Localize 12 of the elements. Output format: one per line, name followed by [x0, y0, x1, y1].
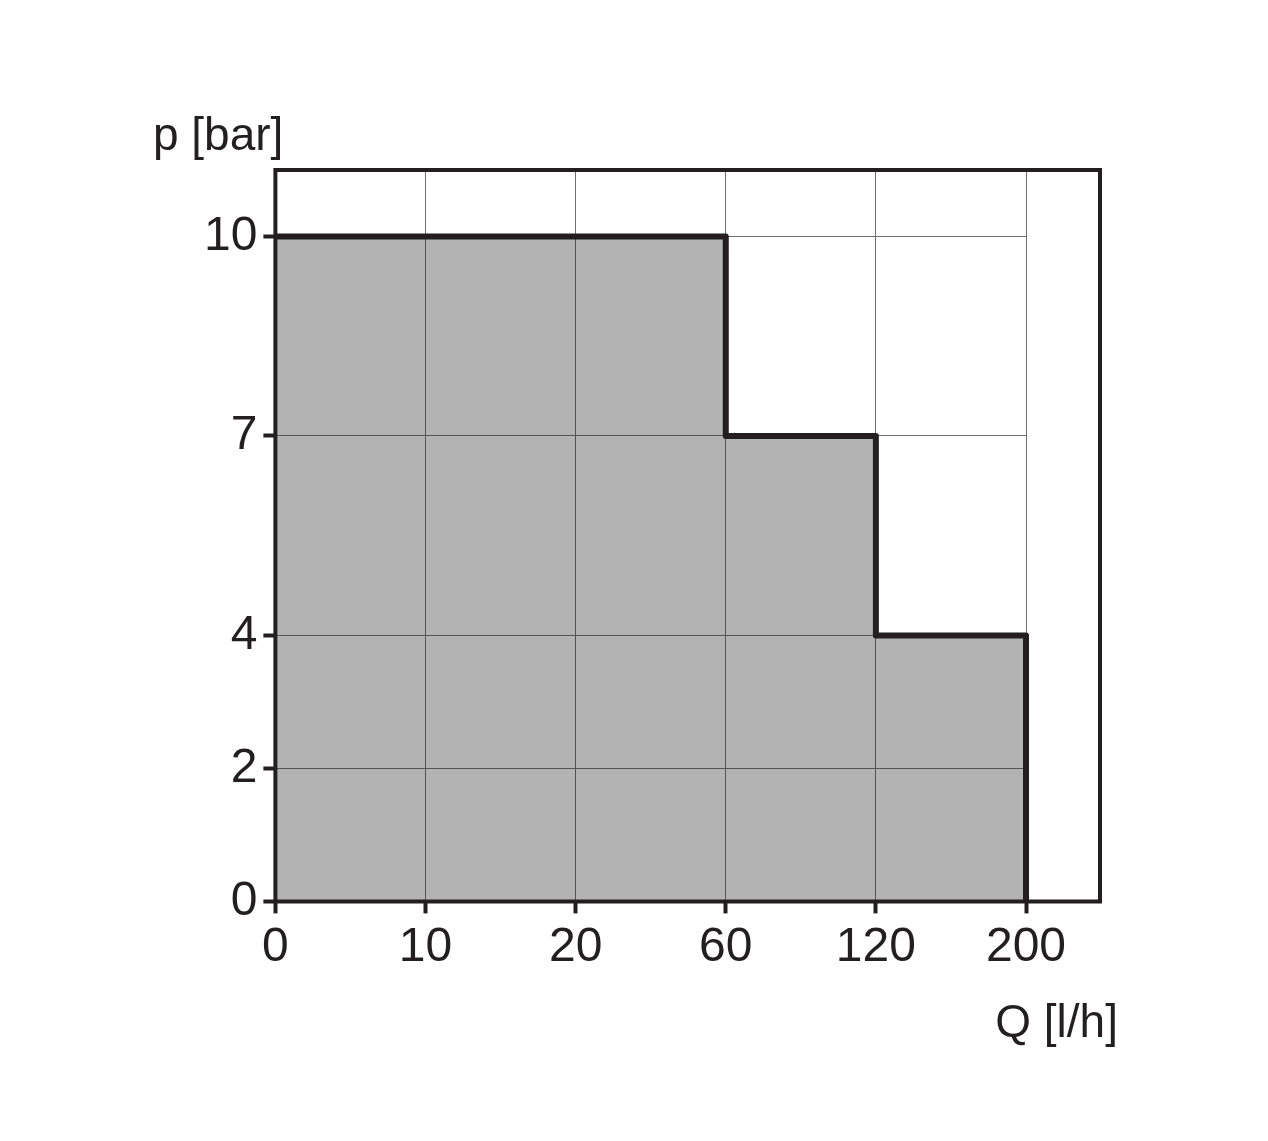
x-axis-title: Q [l/h] — [995, 995, 1118, 1048]
y-tick-label: 10 — [204, 206, 258, 260]
x-tick-label: 200 — [985, 918, 1067, 972]
x-tick-label: 120 — [835, 918, 916, 972]
y-tick-label: 7 — [230, 406, 258, 460]
y-tick-label: 4 — [230, 605, 258, 659]
y-axis-title: p [bar] — [152, 107, 284, 160]
x-tick-label: 20 — [548, 918, 603, 972]
y-tick-label: 2 — [230, 738, 258, 792]
x-tick-label: 10 — [398, 918, 453, 972]
y-tick-label: 0 — [230, 871, 258, 925]
x-tick-label: 60 — [699, 918, 753, 972]
